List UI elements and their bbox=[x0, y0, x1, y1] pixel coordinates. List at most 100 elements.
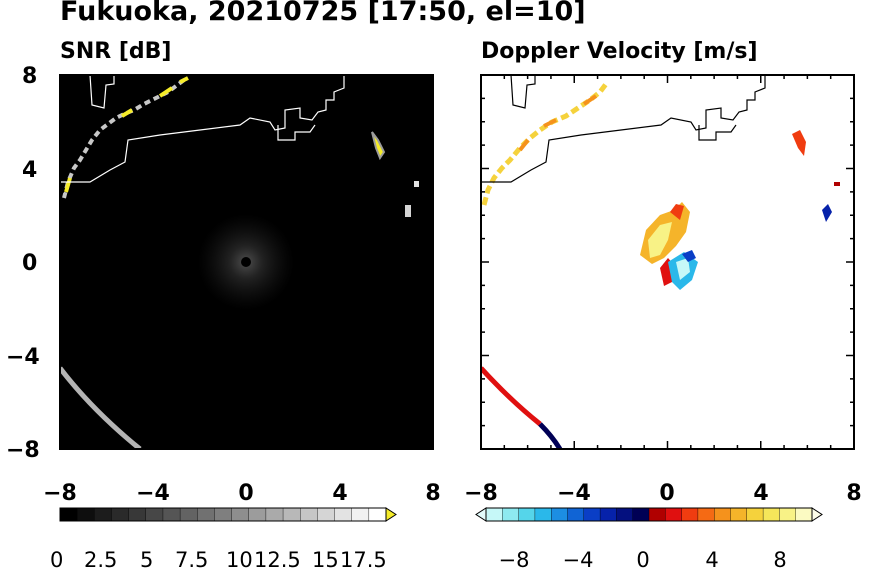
snr-colorbar-swatch bbox=[282, 507, 301, 522]
doppler-center-dark bbox=[682, 250, 696, 262]
doppler-coast-echo-inner bbox=[518, 94, 598, 152]
snr-radar-site bbox=[241, 257, 251, 267]
doppler-colorbar-swatch bbox=[648, 507, 666, 522]
doppler-colorbar-swatch bbox=[681, 507, 699, 522]
doppler-colorbar-swatch bbox=[502, 507, 520, 522]
doppler-colorbar-swatch bbox=[746, 507, 764, 522]
doppler-center-warm bbox=[648, 222, 672, 258]
doppler-colorbar-swatch bbox=[730, 507, 748, 522]
doppler-colorbar-label: −8 bbox=[499, 548, 530, 570]
snr-colorbar-label: 12.5 bbox=[254, 548, 301, 570]
snr-colorbar-swatch bbox=[248, 507, 267, 522]
snr-colorbar-labels: 0 2.5 5 7.5 10 12.5 15 17.5 bbox=[50, 548, 387, 570]
snr-colorbar-swatch bbox=[162, 507, 181, 522]
doppler-colorbar-label: 0 bbox=[636, 548, 649, 570]
doppler-center-light bbox=[676, 258, 690, 280]
doppler-colorbar-frame bbox=[485, 507, 813, 522]
snr-coastline bbox=[60, 75, 345, 183]
snr-x-tick-labels: −8 −4 0 4 8 bbox=[43, 481, 441, 506]
snr-colorbar-swatch bbox=[145, 507, 164, 522]
snr-colorbar-swatch bbox=[59, 507, 78, 522]
doppler-colorbar-swatch bbox=[583, 507, 601, 522]
snr-colorbar-swatch bbox=[197, 507, 216, 522]
doppler-x-tick-label: −4 bbox=[557, 481, 591, 506]
doppler-ring-echo bbox=[481, 366, 542, 426]
doppler-colorbar-swatch bbox=[534, 507, 552, 522]
doppler-colorbar-swatch bbox=[779, 507, 797, 522]
doppler-colorbar-swatch bbox=[714, 507, 732, 522]
doppler-panel-title: Doppler Velocity [m/s] bbox=[481, 39, 758, 64]
doppler-colorbar-swatch bbox=[599, 507, 618, 522]
snr-x-tick-label: −8 bbox=[43, 481, 77, 506]
snr-y-tick-label: −4 bbox=[6, 345, 40, 370]
doppler-coastline bbox=[481, 75, 766, 183]
doppler-colorbar-swatch bbox=[762, 507, 781, 522]
doppler-colorbar-swatch bbox=[697, 507, 715, 522]
snr-colorbar-frame bbox=[59, 507, 387, 522]
doppler-colorbar-swatch bbox=[567, 507, 585, 522]
snr-x-tick-label: 0 bbox=[238, 481, 253, 506]
snr-y-tick-label: 0 bbox=[22, 251, 37, 276]
snr-panel: SNR [dB] 8 4 0 −4 −8 −8 −4 bbox=[6, 39, 441, 570]
snr-colorbar bbox=[59, 507, 397, 522]
doppler-x-tick-label: −8 bbox=[464, 481, 498, 506]
snr-colorbar-label: 15 bbox=[312, 548, 339, 570]
snr-echo-ne bbox=[371, 131, 386, 161]
snr-colorbar-swatch bbox=[334, 507, 353, 522]
doppler-echo-ne bbox=[792, 130, 806, 156]
snr-colorbar-swatch bbox=[214, 507, 233, 522]
snr-colorbar-label: 7.5 bbox=[175, 548, 208, 570]
doppler-axis-ticks bbox=[480, 74, 855, 450]
doppler-colorbar-extend-min bbox=[475, 507, 487, 522]
doppler-panel: Doppler Velocity [m/s] − bbox=[464, 39, 862, 570]
snr-colorbar-swatch bbox=[368, 507, 387, 522]
snr-panel-title: SNR [dB] bbox=[60, 39, 171, 64]
figure-title: Fukuoka, 20210725 [17:50, el=10] bbox=[60, 0, 586, 27]
snr-colorbar-label: 2.5 bbox=[84, 548, 117, 570]
doppler-echoes bbox=[481, 75, 840, 449]
snr-colorbar-swatch bbox=[351, 507, 370, 522]
snr-x-tick-label: −4 bbox=[136, 481, 170, 506]
snr-colorbar-label: 10 bbox=[226, 548, 253, 570]
snr-colorbar-label: 0 bbox=[50, 548, 63, 570]
snr-colorbar-extend-max bbox=[385, 507, 397, 522]
snr-colorbar-swatch bbox=[76, 507, 96, 522]
snr-colorbar-swatch bbox=[231, 507, 250, 522]
doppler-colorbar-label: −4 bbox=[563, 548, 594, 570]
doppler-colorbar-swatch bbox=[485, 507, 503, 522]
snr-x-tick-label: 8 bbox=[425, 481, 440, 506]
doppler-colorbar-swatch bbox=[551, 507, 569, 522]
snr-ring-echo bbox=[60, 366, 142, 449]
snr-colorbar-label: 17.5 bbox=[340, 548, 387, 570]
snr-axis-ticks bbox=[59, 74, 434, 450]
snr-echo-e2 bbox=[414, 181, 419, 187]
doppler-colorbar bbox=[475, 507, 823, 522]
doppler-colorbar-label: 8 bbox=[773, 548, 786, 570]
snr-echo-e1 bbox=[405, 205, 411, 217]
snr-colorbar-label: 5 bbox=[140, 548, 153, 570]
snr-y-tick-labels: 8 4 0 −4 −8 bbox=[6, 64, 40, 463]
snr-x-tick-label: 4 bbox=[332, 481, 347, 506]
snr-colorbar-swatch bbox=[111, 507, 130, 522]
doppler-colorbar-extend-max bbox=[811, 507, 823, 522]
snr-y-tick-label: −8 bbox=[6, 438, 40, 463]
doppler-colorbar-labels: −8 −4 0 4 8 bbox=[499, 548, 787, 570]
doppler-colorbar-swatch bbox=[518, 507, 536, 522]
snr-colorbar-swatch bbox=[94, 507, 113, 522]
snr-colorbar-swatch bbox=[179, 507, 198, 522]
doppler-center-orange bbox=[670, 204, 684, 220]
doppler-x-tick-labels: −8 −4 0 4 8 bbox=[464, 481, 862, 506]
snr-y-tick-label: 8 bbox=[22, 64, 37, 89]
doppler-colorbar-swatch bbox=[795, 507, 813, 522]
snr-colorbar-swatch bbox=[128, 507, 147, 522]
snr-colorbar-swatch bbox=[300, 507, 319, 522]
snr-y-tick-label: 4 bbox=[22, 158, 37, 183]
snr-coast-echo-strong bbox=[64, 76, 189, 193]
doppler-colorbar-swatch bbox=[665, 507, 683, 522]
doppler-x-tick-label: 4 bbox=[753, 481, 768, 506]
doppler-colorbar-swatch bbox=[632, 507, 650, 522]
doppler-x-tick-label: 0 bbox=[659, 481, 674, 506]
snr-colorbar-swatch bbox=[265, 507, 284, 522]
doppler-colorbar-swatch bbox=[616, 507, 634, 522]
doppler-echo-e1 bbox=[822, 204, 832, 222]
